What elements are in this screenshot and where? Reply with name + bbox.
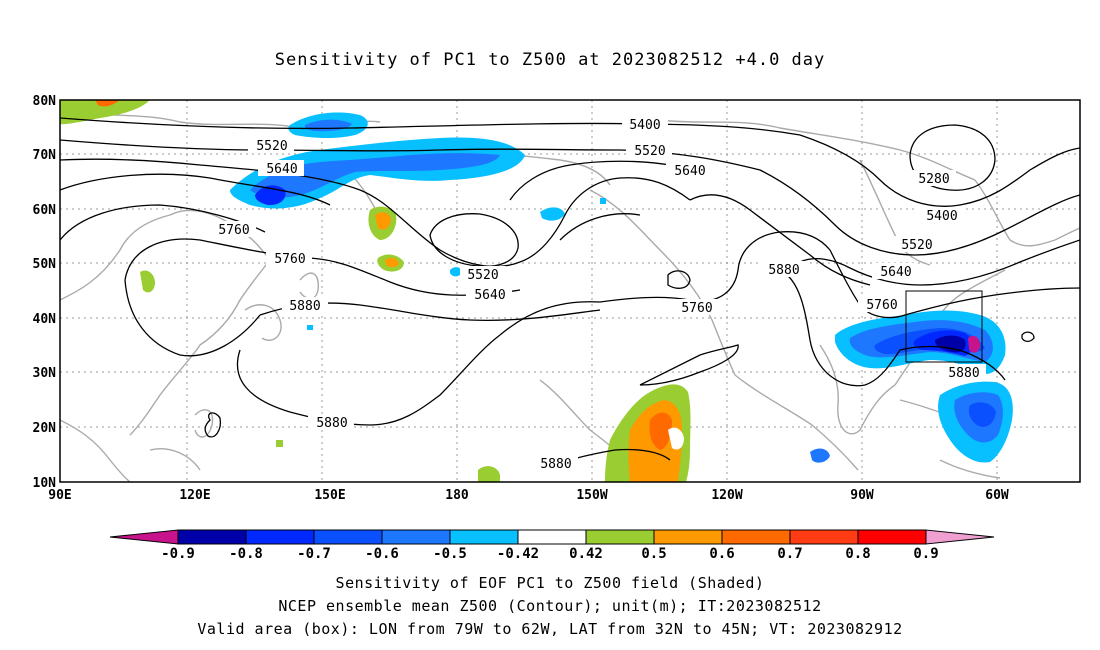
colorbar-label: -0.9 bbox=[161, 546, 195, 562]
lat-label: 30N bbox=[33, 366, 57, 381]
contour-label-5760-b: 5760 bbox=[266, 250, 312, 267]
contour-label-5640-d: 5640 bbox=[872, 263, 918, 280]
svg-text:5640: 5640 bbox=[674, 164, 705, 179]
svg-text:5760: 5760 bbox=[681, 301, 712, 316]
svg-text:5400: 5400 bbox=[629, 118, 660, 133]
svg-text:5880: 5880 bbox=[316, 416, 347, 431]
contour-label-5640-a: 5640 bbox=[258, 160, 304, 177]
contour-label-5520-a: 5520 bbox=[248, 137, 294, 154]
lon-label: 120W bbox=[711, 488, 742, 503]
colorbar-label: -0.7 bbox=[297, 546, 331, 562]
contour-label-5880-e: 5880 bbox=[940, 364, 986, 381]
axis-labels: 80N 70N 60N 50N 40N 30N 20N 10N 90E 120E… bbox=[33, 94, 1009, 503]
svg-text:5520: 5520 bbox=[256, 139, 287, 154]
svg-text:5520: 5520 bbox=[467, 268, 498, 283]
lon-label: 60W bbox=[985, 488, 1009, 503]
contour-label-5520-c: 5520 bbox=[460, 266, 506, 283]
colorbar-segment bbox=[381, 529, 451, 545]
svg-text:5760: 5760 bbox=[274, 252, 305, 267]
lat-label: 20N bbox=[33, 421, 57, 436]
caption-line-3: Valid area (box): LON from 79W to 62W, L… bbox=[197, 620, 903, 638]
svg-text:5880: 5880 bbox=[540, 457, 571, 472]
colorbar-label: 0.5 bbox=[641, 546, 666, 562]
contour-label-5400-a: 5400 bbox=[622, 116, 668, 133]
colorbar-segment bbox=[313, 529, 383, 545]
colorbar-segment bbox=[721, 529, 791, 545]
contour-label-5880-a: 5880 bbox=[282, 297, 328, 314]
map-border bbox=[59, 99, 1081, 483]
contour-label-5760-c: 5760 bbox=[674, 299, 720, 316]
colorbar-segment bbox=[653, 529, 723, 545]
colorbar-segment bbox=[857, 529, 927, 545]
colorbar-label: -0.6 bbox=[365, 546, 399, 562]
page-title: Sensitivity of PC1 to Z500 at 2023082512… bbox=[274, 50, 826, 70]
colorbar-extend-high bbox=[925, 529, 995, 545]
svg-text:5520: 5520 bbox=[634, 144, 665, 159]
contour-label-5640-c: 5640 bbox=[466, 286, 512, 303]
svg-text:5400: 5400 bbox=[926, 209, 957, 224]
lon-label: 150W bbox=[576, 488, 607, 503]
caption-line-2: NCEP ensemble mean Z500 (Contour); unit(… bbox=[278, 597, 822, 615]
colorbar-labels: -0.9 -0.8 -0.7 -0.6 -0.5 -0.42 0.42 0.5 0.6 0.7 0.… bbox=[161, 546, 939, 562]
contour-label-5400-b: 5400 bbox=[918, 207, 964, 224]
svg-text:5880: 5880 bbox=[948, 366, 979, 381]
colorbar-segment bbox=[789, 529, 859, 545]
lon-label: 90E bbox=[48, 488, 71, 503]
colorbar-label: 0.6 bbox=[709, 546, 734, 562]
colorbar bbox=[109, 529, 995, 545]
colorbar-extend-low bbox=[109, 529, 179, 545]
lon-label: 120E bbox=[179, 488, 210, 503]
lon-label: 90W bbox=[850, 488, 874, 503]
colorbar-segment bbox=[449, 529, 519, 545]
colorbar-label: 0.7 bbox=[777, 546, 802, 562]
colorbar-segment bbox=[585, 529, 655, 545]
colorbar-label: 0.42 bbox=[569, 546, 603, 562]
svg-text:5640: 5640 bbox=[880, 265, 911, 280]
svg-text:5760: 5760 bbox=[866, 298, 897, 313]
svg-text:5280: 5280 bbox=[918, 172, 949, 187]
svg-text:5640: 5640 bbox=[266, 162, 297, 177]
lat-label: 80N bbox=[33, 94, 57, 109]
lat-label: 10N bbox=[33, 476, 57, 491]
contour-labels: 5400 5520 5640 5520 5640 5760 5760 5880 … bbox=[210, 116, 986, 472]
contour-label-5520-d: 5520 bbox=[893, 236, 939, 253]
colorbar-label: 0.9 bbox=[913, 546, 938, 562]
svg-text:5640: 5640 bbox=[474, 288, 505, 303]
colorbar-segment bbox=[245, 529, 315, 545]
svg-text:5880: 5880 bbox=[768, 263, 799, 278]
svg-text:5520: 5520 bbox=[901, 238, 932, 253]
colorbar-segment bbox=[177, 529, 247, 545]
contour-label-5880-d: 5880 bbox=[760, 261, 806, 278]
contour-label-5520-b: 5520 bbox=[626, 142, 672, 159]
shading-positive bbox=[60, 100, 691, 482]
lat-label: 70N bbox=[33, 148, 57, 163]
caption-line-1: Sensitivity of EOF PC1 to Z500 field (Sh… bbox=[335, 574, 765, 592]
svg-text:5760: 5760 bbox=[218, 223, 249, 238]
lon-label: 150E bbox=[314, 488, 345, 503]
valid-area-box bbox=[905, 290, 983, 363]
lat-label: 50N bbox=[33, 257, 57, 272]
contour-label-5760-a: 5760 bbox=[210, 221, 256, 238]
contour-label-5760-d: 5760 bbox=[858, 296, 904, 313]
contour-label-5640-b: 5640 bbox=[666, 162, 712, 179]
colorbar-label: -0.8 bbox=[229, 546, 263, 562]
contour-label-5880-b: 5880 bbox=[308, 414, 354, 431]
colorbar-segment bbox=[517, 529, 587, 545]
colorbar-label: 0.8 bbox=[845, 546, 870, 562]
contour-label-5280: 5280 bbox=[910, 170, 956, 187]
contour-label-5880-c: 5880 bbox=[532, 455, 578, 472]
lon-label: 180 bbox=[445, 488, 469, 503]
svg-text:5880: 5880 bbox=[289, 299, 320, 314]
lat-label: 60N bbox=[33, 203, 57, 218]
colorbar-label: -0.42 bbox=[497, 546, 539, 562]
lat-label: 40N bbox=[33, 312, 57, 327]
colorbar-label: -0.5 bbox=[433, 546, 467, 562]
